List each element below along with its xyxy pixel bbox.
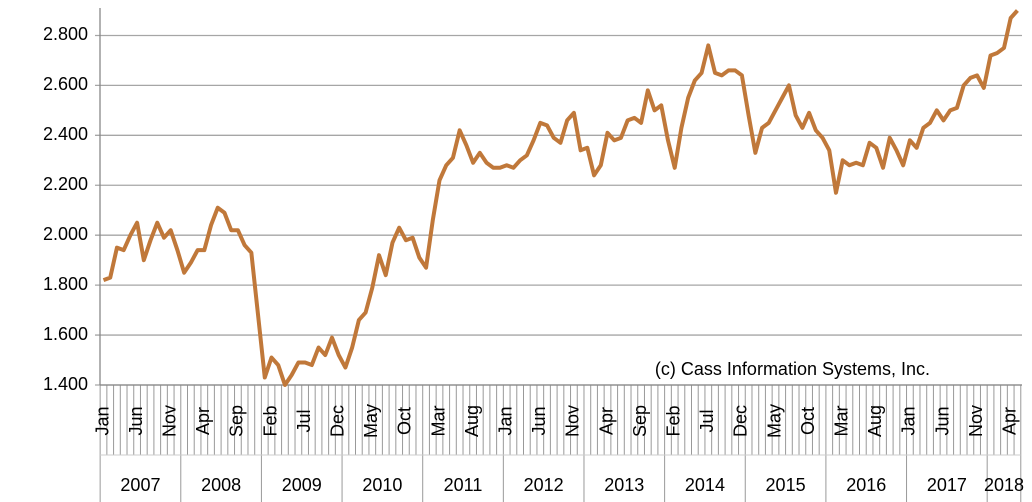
year-label: 2012: [524, 475, 564, 495]
x-tick-label: May: [361, 404, 381, 438]
x-tick-label: Oct: [798, 407, 818, 435]
x-tick-label: Jul: [697, 409, 717, 432]
year-label: 2016: [846, 475, 886, 495]
year-label: 2010: [362, 475, 402, 495]
annotation: (c) Cass Information Systems, Inc.: [655, 359, 930, 379]
x-tick-label: Jun: [126, 406, 146, 435]
x-tick-label: Jun: [932, 406, 952, 435]
year-label: 2011: [444, 475, 483, 495]
y-tick-label: 2.200: [43, 174, 88, 194]
y-tick-label: 1.600: [43, 324, 88, 344]
x-tick-label: Aug: [865, 405, 885, 437]
y-tick-label: 2.400: [43, 124, 88, 144]
x-tick-label: Apr: [596, 407, 616, 435]
y-tick-label: 2.000: [43, 224, 88, 244]
x-tick-label: Apr: [999, 407, 1019, 435]
year-label: 2007: [120, 475, 160, 495]
x-tick-label: Jan: [92, 406, 112, 435]
y-tick-label: 1.400: [43, 374, 88, 394]
x-tick-label: Mar: [831, 405, 851, 436]
x-tick-label: Jul: [294, 409, 314, 432]
x-tick-label: Oct: [395, 407, 415, 435]
year-label: 2017: [927, 475, 967, 495]
y-tick-label: 1.800: [43, 274, 88, 294]
x-tick-label: Dec: [327, 405, 347, 437]
year-label: 2015: [766, 475, 806, 495]
x-tick-label: Jan: [495, 406, 515, 435]
x-tick-label: Jun: [529, 406, 549, 435]
y-tick-label: 2.800: [43, 24, 88, 44]
year-label: 2014: [685, 475, 725, 495]
year-label: 2013: [604, 475, 644, 495]
x-tick-label: Mar: [428, 405, 448, 436]
x-tick-label: Dec: [731, 405, 751, 437]
x-tick-label: Feb: [663, 405, 683, 436]
x-tick-label: Aug: [462, 405, 482, 437]
year-label: 2018: [984, 475, 1024, 495]
data-line: [102, 9, 1019, 387]
x-tick-label: Apr: [193, 407, 213, 435]
x-tick-label: Sep: [630, 405, 650, 437]
x-tick-label: Sep: [227, 405, 247, 437]
x-tick-label: Nov: [159, 405, 179, 437]
x-tick-label: Jan: [899, 406, 919, 435]
x-tick-label: Feb: [260, 405, 280, 436]
y-tick-label: 2.600: [43, 74, 88, 94]
x-tick-label: Nov: [966, 405, 986, 437]
x-tick-label: May: [764, 404, 784, 438]
x-tick-label: Nov: [563, 405, 583, 437]
year-label: 2009: [282, 475, 322, 495]
year-label: 2008: [201, 475, 241, 495]
